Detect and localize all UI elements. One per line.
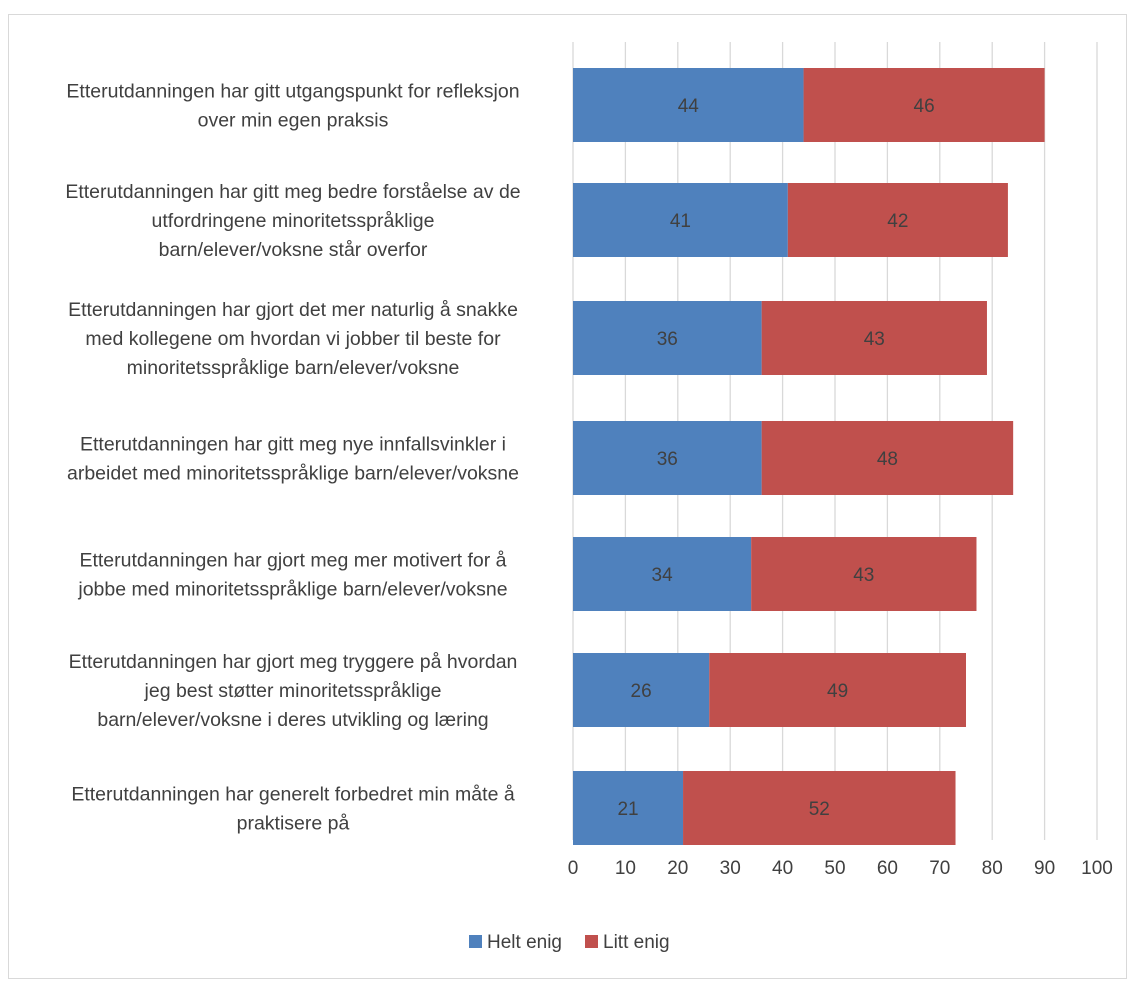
data-label-helt-enig-2: 36: [657, 329, 678, 350]
category-label-4: Etterutdanningen har gjort meg mer motiv…: [77, 550, 507, 601]
legend: Helt enig Litt enig: [469, 932, 670, 953]
category-label-line: Etterutdanningen har gitt meg bedre fors…: [65, 181, 520, 203]
data-label-litt-enig-3: 48: [877, 449, 898, 470]
bars: 44 46 41 42 36 43 36 48 34 43 26 49 21 52: [573, 68, 1045, 845]
x-tick-label-60: 60: [877, 858, 898, 879]
x-tick-label-50: 50: [824, 858, 845, 879]
category-label-line: Etterutdanningen har gitt utgangspunkt f…: [66, 81, 519, 103]
bar-litt-enig-0: [803, 68, 1045, 142]
x-tick-label-30: 30: [720, 858, 741, 879]
data-label-litt-enig-5: 49: [827, 681, 848, 702]
data-label-litt-enig-0: 46: [914, 96, 935, 117]
data-label-litt-enig-6: 52: [809, 799, 830, 820]
category-label-line: jeg best støtter minoritetsspråklige: [144, 680, 442, 702]
x-tick-label-70: 70: [929, 858, 950, 879]
bar-helt-enig-1: [573, 183, 788, 257]
x-tick-label-80: 80: [982, 858, 1003, 879]
category-label-line: Etterutdanningen har gjort meg mer motiv…: [79, 550, 506, 572]
category-label-line: Etterutdanningen har generelt forbedret …: [71, 784, 515, 806]
x-axis-ticks: 0 10 20 30 40 50 60 70 80 90 100: [568, 858, 1113, 879]
bar-helt-enig-6: [573, 771, 684, 845]
category-label-6: Etterutdanningen har generelt forbedret …: [71, 784, 515, 835]
bar-litt-enig-1: [787, 183, 1008, 257]
bar-litt-enig-2: [761, 301, 987, 375]
data-label-litt-enig-4: 43: [853, 565, 874, 586]
legend-label-litt-enig: Litt enig: [603, 932, 670, 953]
category-label-0: Etterutdanningen har gitt utgangspunkt f…: [66, 81, 519, 132]
bar-helt-enig-4: [573, 537, 752, 611]
bar-litt-enig-3: [761, 421, 1014, 495]
x-tick-label-40: 40: [772, 858, 793, 879]
category-label-line: over min egen praksis: [198, 110, 389, 132]
data-label-helt-enig-3: 36: [657, 449, 678, 470]
bar-litt-enig-4: [751, 537, 977, 611]
category-label-line: med kollegene om hvordan vi jobber til b…: [85, 328, 501, 350]
category-label-1: Etterutdanningen har gitt meg bedre fors…: [65, 181, 520, 261]
category-label-line: barn/elever/voksne i deres utvikling og …: [97, 709, 488, 731]
legend-swatch-helt-enig: [469, 935, 482, 948]
category-label-line: praktisere på: [237, 813, 350, 835]
bar-helt-enig-0: [573, 68, 804, 142]
data-label-litt-enig-1: 42: [887, 211, 908, 232]
data-label-litt-enig-2: 43: [864, 329, 885, 350]
category-label-3: Etterutdanningen har gitt meg nye innfal…: [67, 434, 519, 485]
data-label-helt-enig-0: 44: [678, 96, 700, 117]
x-tick-label-0: 0: [568, 858, 579, 879]
x-tick-label-100: 100: [1081, 858, 1113, 879]
category-label-2: Etterutdanningen har gjort det mer natur…: [68, 299, 518, 379]
x-tick-label-20: 20: [667, 858, 688, 879]
data-label-helt-enig-1: 41: [670, 211, 691, 232]
bar-litt-enig-6: [683, 771, 956, 845]
category-label-line: minoritetsspråklige barn/elever/voksne: [127, 357, 460, 379]
bar-helt-enig-3: [573, 421, 762, 495]
category-label-line: Etterutdanningen har gjort meg tryggere …: [69, 651, 518, 673]
category-label-line: arbeidet med minoritetsspråklige barn/el…: [67, 463, 519, 485]
category-label-line: Etterutdanningen har gitt meg nye innfal…: [80, 434, 506, 456]
category-label-line: utfordringene minoritetsspråklige: [152, 210, 435, 232]
legend-label-helt-enig: Helt enig: [487, 932, 562, 953]
data-label-helt-enig-5: 26: [631, 681, 652, 702]
bar-helt-enig-5: [573, 653, 710, 727]
bar-helt-enig-2: [573, 301, 762, 375]
category-labels: Etterutdanningen har gitt utgangspunkt f…: [65, 81, 520, 835]
category-label-line: jobbe med minoritetsspråklige barn/eleve…: [77, 579, 507, 601]
x-tick-label-10: 10: [615, 858, 636, 879]
data-label-helt-enig-6: 21: [617, 799, 638, 820]
bar-litt-enig-5: [709, 653, 966, 727]
data-label-helt-enig-4: 34: [652, 565, 674, 586]
category-label-5: Etterutdanningen har gjort meg tryggere …: [69, 651, 518, 731]
category-label-line: Etterutdanningen har gjort det mer natur…: [68, 299, 518, 321]
x-tick-label-90: 90: [1034, 858, 1055, 879]
category-label-line: barn/elever/voksne står overfor: [159, 239, 428, 261]
legend-swatch-litt-enig: [585, 935, 598, 948]
